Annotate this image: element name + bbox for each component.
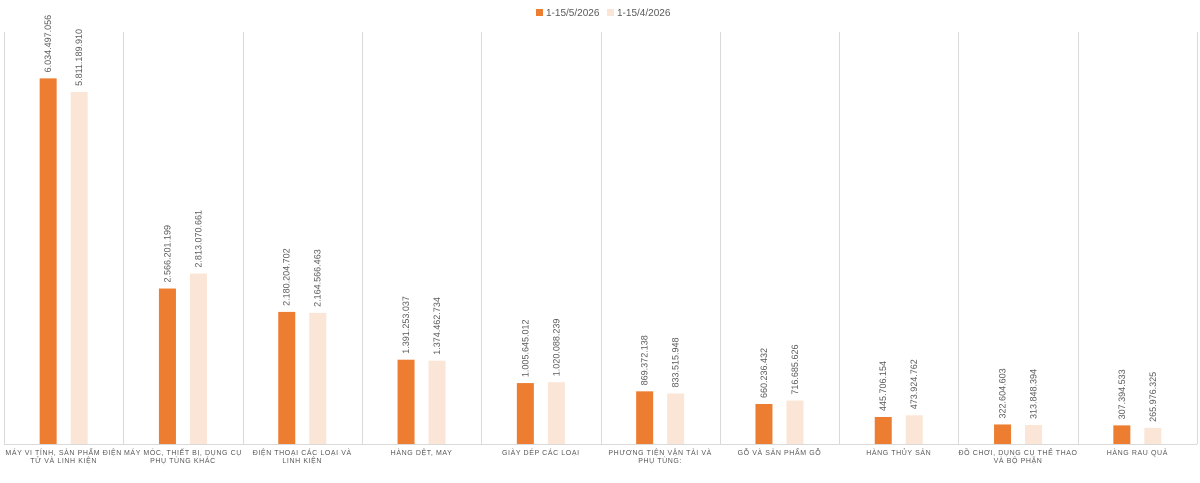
category-label: TỬ VÀ LINH KIỆN [30,456,97,465]
category-label: VÀ BỘ PHẬN [994,456,1043,465]
data-label-series-2: 5.811.189.910 [74,29,84,86]
data-label-series-1: 307.394.533 [1117,369,1127,419]
legend-label-1: 1-15/5/2026 [546,8,600,19]
bar-series-1 [1113,425,1131,444]
data-label-series-1: 869.372.138 [640,335,650,385]
category-label: GIÀY DÉP CÁC LOẠI [502,448,580,457]
bar-series-1 [994,424,1012,444]
data-label-series-2: 716.685.626 [790,345,800,395]
bar-series-1 [397,359,415,444]
bar-series-1 [516,383,534,444]
bar-series-2 [786,400,804,444]
data-label-series-1: 1.391.253.037 [401,296,411,354]
data-label-series-2: 1.374.462.734 [432,297,442,355]
data-label-series-1: 2.180.204.702 [282,248,292,306]
legend: 1-15/5/2026 1-15/4/2026 [536,8,671,19]
data-label-series-1: 2.566.201.199 [162,225,172,283]
bar-series-2 [189,273,207,444]
data-label-series-2: 2.813.070.661 [193,210,203,268]
category-label: GỖ VÀ SẢN PHẨM GỖ [738,448,822,457]
data-label-series-1: 322.604.603 [998,368,1008,418]
data-label-series-1: 1.005.645.012 [520,320,530,378]
bar-series-2 [1025,424,1043,444]
data-label-series-1: 445.706.154 [878,361,888,411]
category-label: ĐIỆN THOẠI CÁC LOẠI VÀ [253,448,352,457]
category-label: MÁY VI TÍNH, SẢN PHẨM ĐIỆN [5,448,121,457]
category-label: LINH KIỆN [282,456,322,465]
category-label: MÁY MÓC, THIẾT BỊ, DỤNG CỤ [124,447,242,457]
category-label: ĐỒ CHƠI, DỤNG CỤ THỂ THAO [958,447,1077,457]
value-labels: 6.034.497.056 5.811.189.910 2.566.201.199 2… [43,15,1158,422]
category-label: PHỤ TÙNG: [638,456,682,465]
legend-label-2: 1-15/4/2026 [617,8,671,19]
data-label-series-2: 265.976.325 [1148,372,1158,422]
data-label-series-2: 1.020.088.239 [551,319,561,377]
bar-series-1 [636,391,654,444]
data-label-series-1: 6.034.497.056 [43,15,53,73]
bar-series-1 [278,311,296,444]
category-label: HÀNG THỦY SẢN [866,448,931,457]
data-label-series-2: 833.515.948 [671,337,681,387]
bar-series-2 [70,91,88,445]
data-label-series-2: 313.848.394 [1029,369,1039,419]
bar-series-1 [39,78,57,445]
bar-series-2 [667,393,685,444]
legend-swatch-1 [536,9,543,16]
data-label-series-2: 473.924.762 [909,359,919,409]
category-label: HÀNG RAU QUẢ [1107,448,1168,457]
bar-series-1 [874,416,892,444]
data-label-series-1: 660.236.432 [759,348,769,398]
category-label: PHỤ TÙNG KHÁC [150,456,216,465]
legend-swatch-2 [607,9,614,16]
data-label-series-2: 2.164.566.463 [313,249,323,307]
bar-series-2 [1144,427,1162,444]
bars [39,78,1162,445]
category-separators [4,32,1198,444]
bar-series-1 [755,403,773,444]
bar-series-2 [905,415,923,444]
bar-series-1 [158,288,176,444]
bar-series-2 [428,360,446,444]
category-label: PHƯƠNG TIỆN VẬN TẢI VÀ [608,448,712,457]
bar-series-2 [547,382,565,444]
category-label: HÀNG DỆT, MAY [391,448,453,457]
bar-series-2 [309,312,327,444]
